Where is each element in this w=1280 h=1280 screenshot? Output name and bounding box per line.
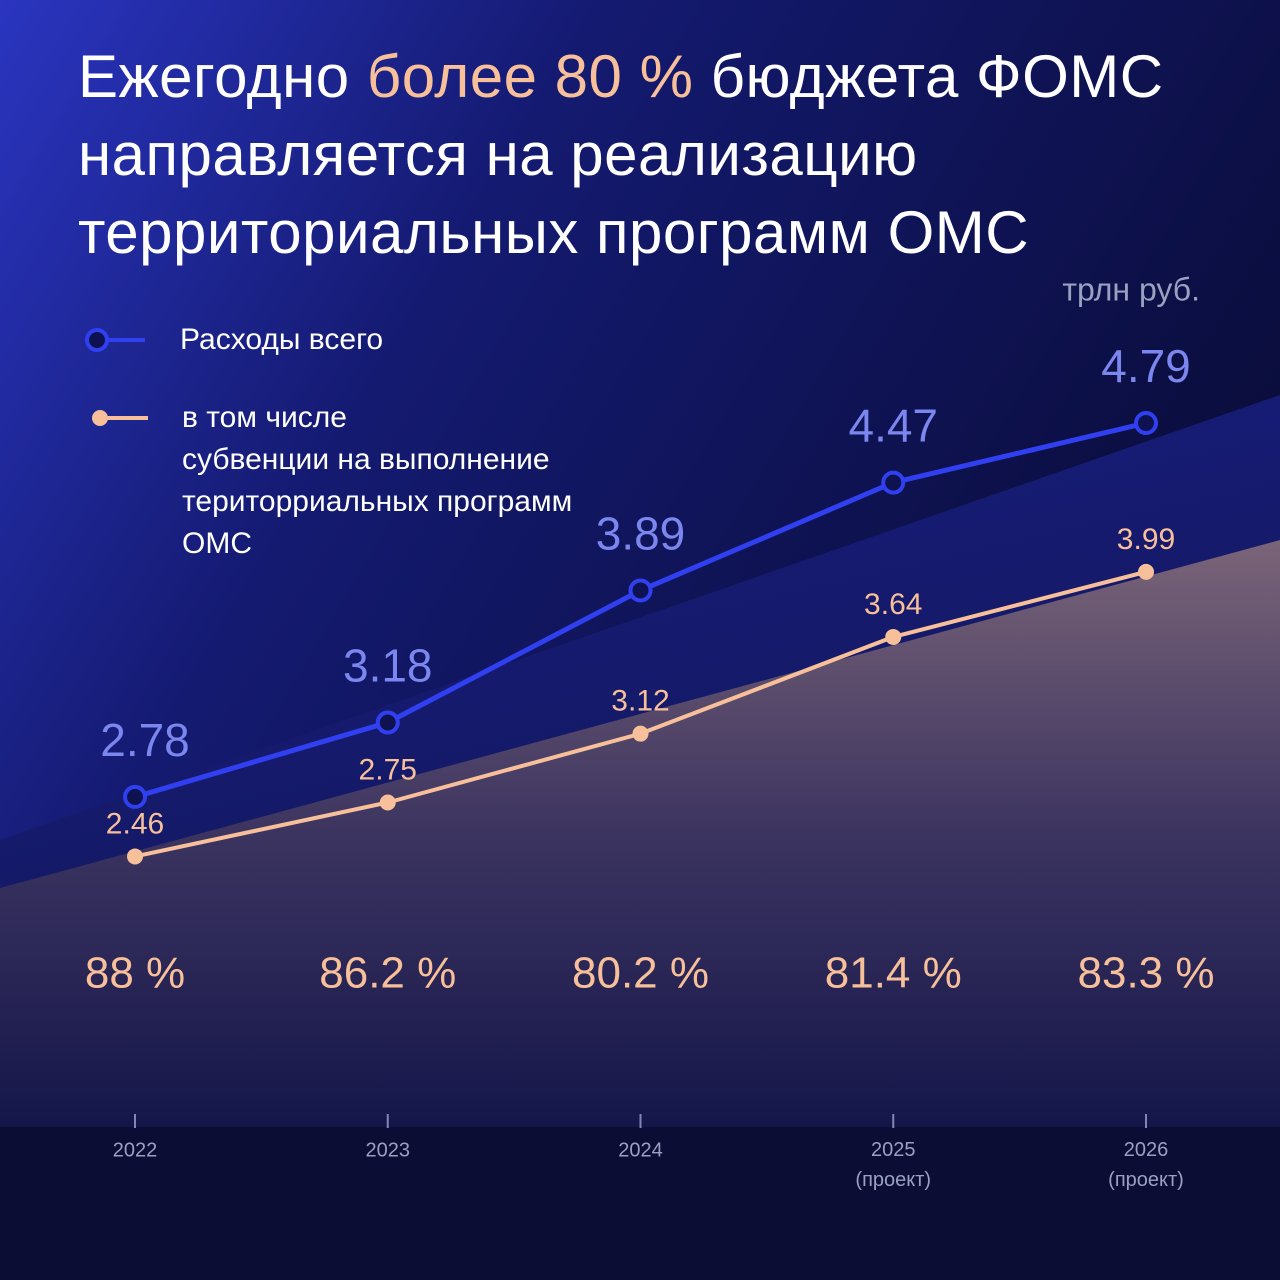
data-label: 4.47 <box>848 400 938 452</box>
data-label: 3.64 <box>864 588 922 621</box>
x-tick-label-line: (проект) <box>855 1169 931 1191</box>
legend-label: Расходы всего <box>180 323 384 356</box>
share-label: 83.3 % <box>1078 949 1215 998</box>
x-tick-label-line: 2026 <box>1124 1139 1169 1161</box>
legend-marker <box>85 328 109 352</box>
unit-label: трлн руб. <box>1062 271 1200 307</box>
x-tick-label-line: (проект) <box>1108 1169 1184 1191</box>
x-tick-label: 2026 (проект) <box>1108 1139 1184 1191</box>
data-label: 4.79 <box>1101 340 1191 392</box>
data-label: 2.78 <box>100 714 190 766</box>
share-label: 88 % <box>85 949 185 998</box>
share-label: 80.2 % <box>572 949 709 998</box>
data-label: 3.18 <box>343 640 433 692</box>
data-label: 3.99 <box>1117 523 1175 556</box>
x-tick-label-line: 2025 <box>871 1139 916 1161</box>
area-shape <box>0 540 1280 1127</box>
x-tick-label: 2025 (проект) <box>855 1139 931 1191</box>
legend-entry: в том числе субвенции на выполнение терит… <box>182 397 622 565</box>
title-part: бюджета ФОМС направляется на реализацию … <box>78 43 1164 266</box>
point <box>1134 411 1158 436</box>
point <box>1138 563 1154 580</box>
share-label: 86.2 % <box>319 949 456 998</box>
data-label: 2.46 <box>106 807 164 840</box>
point <box>632 725 649 742</box>
share-label: 81.4 % <box>825 949 962 998</box>
title-highlight: более 80 % <box>366 43 694 110</box>
point <box>123 784 147 809</box>
chart-title: Ежегодно более 80 % бюджета ФОМС направл… <box>78 38 1248 272</box>
point <box>628 578 653 603</box>
data-label: 3.89 <box>596 508 686 560</box>
legend-marker <box>92 410 108 426</box>
point <box>375 710 400 735</box>
footer-band <box>0 1127 1280 1280</box>
point <box>127 848 143 865</box>
data-label: 2.75 <box>359 753 417 786</box>
x-tick-label: 2024 <box>618 1139 663 1161</box>
legend-label: субвенции на выполнение територриальных … <box>182 443 573 560</box>
point <box>379 794 396 811</box>
point <box>881 470 906 495</box>
legend-note: в том числе <box>182 401 347 434</box>
x-tick-label: 2022 <box>113 1139 158 1161</box>
point <box>885 628 902 645</box>
data-label: 3.12 <box>611 685 669 718</box>
x-tick-label: 2023 <box>366 1139 411 1161</box>
title-part: Ежегодно <box>78 43 350 110</box>
